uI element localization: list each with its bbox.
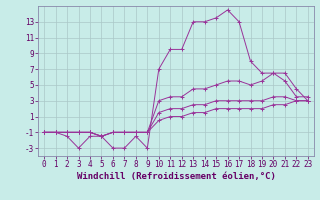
X-axis label: Windchill (Refroidissement éolien,°C): Windchill (Refroidissement éolien,°C): [76, 172, 276, 181]
